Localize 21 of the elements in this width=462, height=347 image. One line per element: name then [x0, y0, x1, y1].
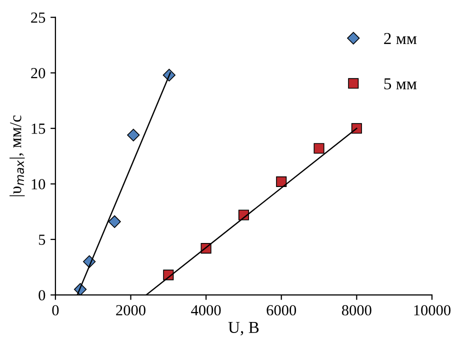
x-axis-title: U, В — [228, 322, 259, 336]
x-tick-label: 0 — [52, 305, 59, 316]
point — [314, 143, 324, 154]
y-tick-label: 25 — [31, 12, 46, 23]
y-axis-title: |υ$_{max}$|, мм/с — [10, 116, 25, 196]
x-tick-label: 2000 — [116, 305, 146, 316]
point — [108, 215, 121, 228]
y-tick-label: 15 — [32, 124, 46, 134]
point — [351, 123, 362, 134]
x-tick-label: 10000 — [414, 305, 450, 316]
x-tick-label: 4000 — [191, 305, 221, 316]
y-tick-label: 10 — [32, 179, 46, 190]
legend-label: 5 мм — [384, 78, 417, 90]
y-tick-label: 0 — [38, 290, 46, 300]
legend-label: 2 мм — [384, 32, 417, 44]
point — [276, 176, 287, 187]
x-tick-label: 6000 — [266, 305, 296, 316]
y-tick-label: 5 — [38, 234, 46, 245]
y-tick-label: 20 — [31, 68, 46, 78]
x-tick-label: 8000 — [342, 305, 372, 316]
point — [127, 128, 140, 142]
